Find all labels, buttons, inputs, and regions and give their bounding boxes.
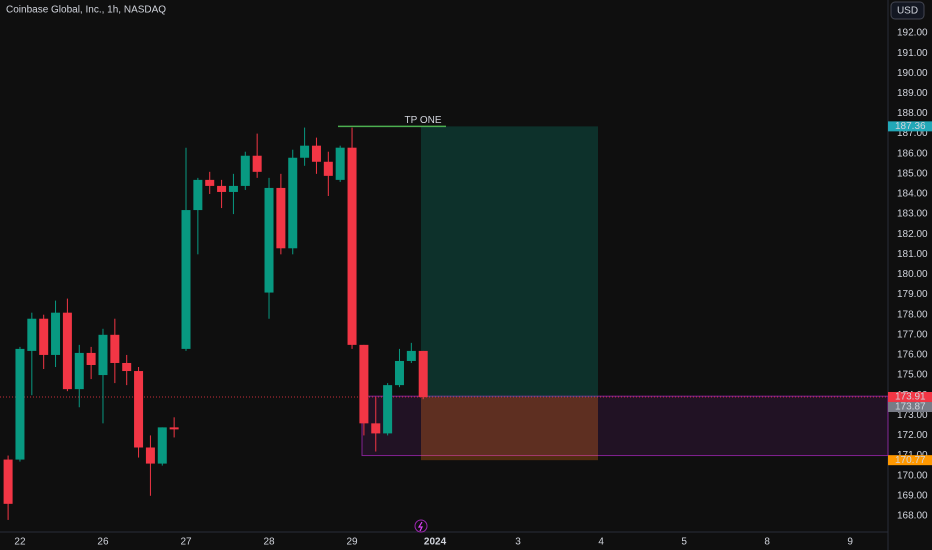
candle-body — [86, 352, 96, 365]
y-tick-label: 189.00 — [897, 88, 928, 99]
candle-body — [15, 348, 25, 460]
y-tick-label: 177.00 — [897, 329, 928, 340]
y-tick-label: 182.00 — [897, 229, 928, 240]
loss-zone — [421, 397, 598, 461]
y-tick-label: 181.00 — [897, 249, 928, 260]
candle-body — [264, 187, 274, 293]
candle-body — [74, 352, 84, 390]
candle-body — [110, 334, 120, 363]
zone — [361, 395, 889, 457]
y-tick-label: 173.00 — [897, 410, 928, 421]
candle-body — [134, 371, 144, 448]
x-tick-label: 29 — [346, 537, 358, 548]
candle-body — [228, 185, 238, 192]
x-tick-label: 2024 — [424, 537, 447, 548]
y-tick-label: 188.00 — [897, 108, 928, 119]
candle-body — [276, 187, 286, 249]
candle-body — [39, 318, 49, 355]
profit-zone — [421, 126, 598, 398]
candle-body — [394, 360, 404, 386]
candle-body — [383, 385, 393, 434]
tp-label: TP ONE — [404, 115, 441, 126]
event-bolt — [417, 521, 423, 532]
candle-body — [406, 350, 416, 361]
candle-body — [3, 459, 13, 504]
y-tick-label: 184.00 — [897, 189, 928, 200]
price-label-bg — [888, 455, 932, 466]
candle-body — [27, 318, 37, 351]
y-tick-label: 176.00 — [897, 350, 928, 361]
candle-body — [359, 344, 369, 424]
x-tick-label: 28 — [263, 537, 275, 548]
y-tick-label: 192.00 — [897, 28, 928, 39]
candle-body — [62, 312, 72, 390]
x-tick-label: 3 — [515, 537, 521, 548]
price-label: 170.77 — [895, 455, 926, 466]
price-label: 173.87 — [895, 402, 926, 413]
candle-body — [300, 145, 310, 158]
x-tick-label: 22 — [14, 537, 26, 548]
y-tick-label: 191.00 — [897, 48, 928, 59]
candle-body — [205, 179, 215, 186]
candle-body — [193, 179, 203, 211]
x-tick-label: 8 — [764, 537, 770, 548]
candle-body — [335, 147, 345, 180]
x-tick-label: 27 — [180, 537, 192, 548]
currency-label[interactable]: USD — [897, 6, 918, 17]
y-tick-label: 183.00 — [897, 209, 928, 220]
y-tick-label: 179.00 — [897, 289, 928, 300]
x-tick-label: 9 — [847, 537, 853, 548]
candle-body — [418, 350, 428, 398]
y-tick-label: 186.00 — [897, 148, 928, 159]
price-label-bg — [888, 391, 932, 402]
x-tick-label: 26 — [97, 537, 109, 548]
y-tick-label: 175.00 — [897, 370, 928, 381]
y-tick-label: 172.00 — [897, 430, 928, 441]
candle-body — [311, 145, 321, 162]
y-tick-label: 185.00 — [897, 168, 928, 179]
candle-body — [252, 155, 262, 172]
x-tick-label: 4 — [598, 537, 604, 548]
candle-body — [240, 155, 250, 186]
y-tick-label: 180.00 — [897, 269, 928, 280]
candle-body — [169, 427, 179, 430]
candle-body — [157, 427, 167, 464]
candle-body — [98, 334, 108, 376]
event-icon[interactable] — [414, 519, 428, 533]
y-tick-label: 170.00 — [897, 470, 928, 481]
candle-body — [217, 185, 227, 192]
y-tick-label: 187.00 — [897, 128, 928, 139]
candle-body — [181, 210, 191, 349]
y-tick-label: 190.00 — [897, 68, 928, 79]
currency-button[interactable] — [890, 1, 925, 20]
candle-body — [371, 423, 381, 434]
price-label-bg — [888, 401, 932, 412]
candle-body — [347, 147, 357, 345]
y-tick-label: 168.00 — [897, 511, 928, 522]
y-tick-label: 169.00 — [897, 490, 928, 501]
price-label: 187.36 — [895, 121, 926, 132]
price-label: 173.91 — [895, 392, 926, 403]
chart-title: Coinbase Global, Inc., 1h, NASDAQ — [6, 5, 166, 16]
candle-body — [323, 161, 333, 176]
candle-body — [51, 312, 61, 355]
candle-body — [122, 362, 132, 372]
price-label-bg — [888, 121, 932, 132]
candle-body — [288, 157, 298, 249]
candle-body — [145, 447, 155, 464]
y-tick-label: 178.00 — [897, 309, 928, 320]
x-tick-label: 5 — [681, 537, 687, 548]
